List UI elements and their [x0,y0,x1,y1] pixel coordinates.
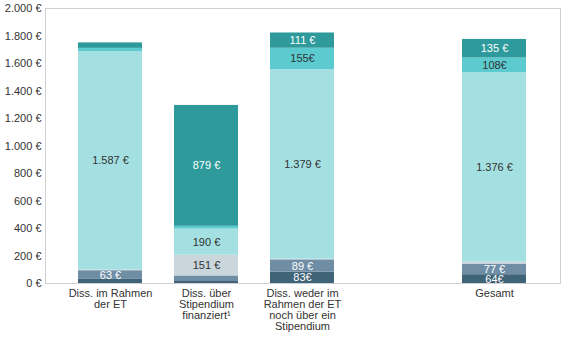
svg-text:600 €: 600 € [14,195,42,207]
svg-text:1.376 €: 1.376 € [476,161,513,173]
svg-text:1.400 €: 1.400 € [5,85,42,97]
svg-text:800 €: 800 € [14,167,42,179]
svg-text:155€: 155€ [290,52,314,64]
svg-text:1.587 €: 1.587 € [92,154,129,166]
svg-text:200 €: 200 € [14,250,42,262]
svg-text:111 €: 111 € [290,34,316,46]
svg-text:1.000 €: 1.000 € [5,140,42,152]
svg-text:0 €: 0 € [26,277,41,289]
svg-text:63 €: 63 € [100,269,121,281]
svg-text:1.800 €: 1.800 € [5,30,42,42]
svg-text:879 €: 879 € [193,159,221,171]
svg-text:108€: 108€ [482,59,506,71]
svg-text:1.379 €: 1.379 € [284,158,321,170]
svg-text:77 €: 77 € [484,263,505,275]
svg-text:Diss. überStipendiumfinanziert: Diss. überStipendiumfinanziert¹ [179,287,234,321]
svg-text:1.200 €: 1.200 € [5,112,42,124]
svg-text:89 €: 89 € [292,259,313,271]
svg-text:400 €: 400 € [14,222,42,234]
svg-text:Gesamt: Gesamt [475,287,514,299]
svg-text:1.600 €: 1.600 € [5,57,42,69]
svg-text:151 €: 151 € [193,259,221,271]
svg-text:135 €: 135 € [481,42,509,54]
svg-text:Diss. im Rahmender ET: Diss. im Rahmender ET [69,287,153,310]
svg-text:Diss. weder imRahmen der ETnoc: Diss. weder imRahmen der ETnoch über ein… [264,287,342,332]
svg-text:64€: 64€ [485,272,504,285]
svg-text:2.000 €: 2.000 € [5,2,42,14]
svg-text:83€: 83€ [293,271,311,283]
svg-text:190 €: 190 € [193,236,221,248]
